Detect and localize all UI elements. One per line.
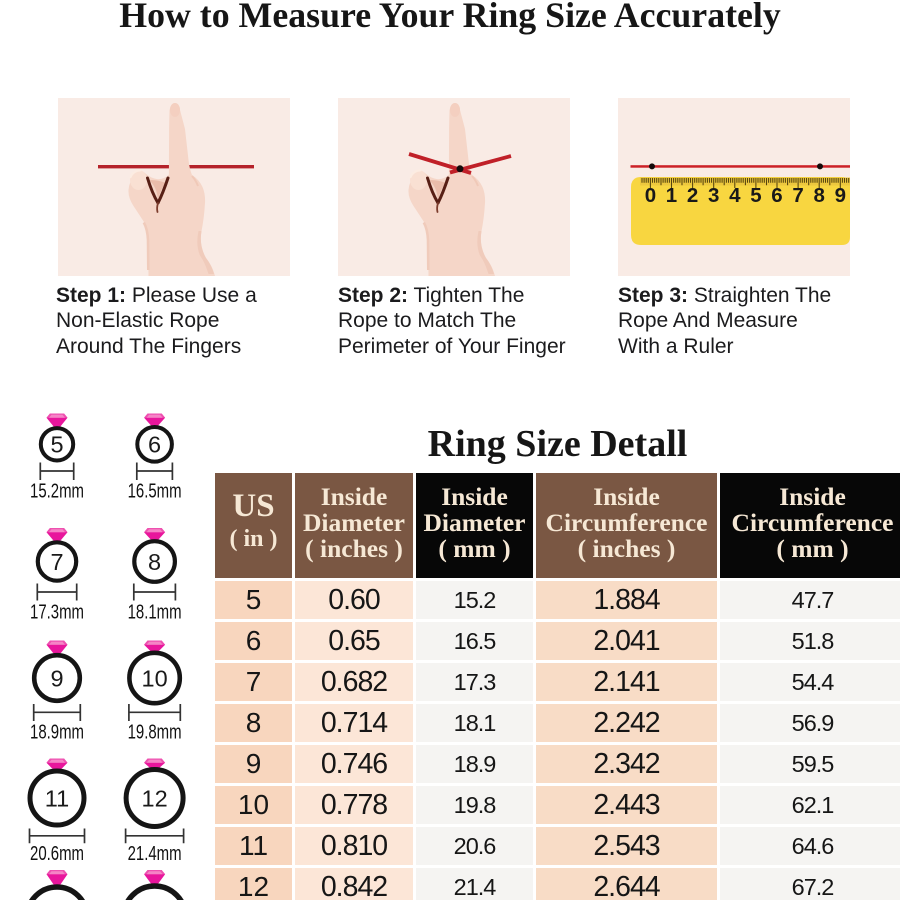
- svg-text:15.2mm: 15.2mm: [30, 480, 84, 503]
- svg-text:4: 4: [729, 184, 741, 207]
- svg-text:5: 5: [750, 184, 761, 207]
- svg-text:16.5mm: 16.5mm: [128, 480, 182, 503]
- svg-text:11: 11: [45, 785, 69, 811]
- svg-text:1: 1: [666, 184, 677, 207]
- svg-text:21.4mm: 21.4mm: [128, 842, 182, 865]
- svg-text:9: 9: [835, 184, 846, 207]
- svg-text:18.9mm: 18.9mm: [30, 721, 84, 744]
- svg-text:7: 7: [50, 549, 63, 575]
- svg-text:9: 9: [50, 665, 63, 691]
- svg-text:3: 3: [708, 184, 719, 207]
- svg-text:6: 6: [148, 432, 161, 458]
- svg-text:6: 6: [771, 184, 782, 207]
- svg-text:17.3mm: 17.3mm: [30, 601, 84, 624]
- svg-text:8: 8: [813, 184, 824, 207]
- svg-text:20.6mm: 20.6mm: [30, 842, 84, 865]
- svg-text:5: 5: [50, 432, 63, 458]
- svg-text:10: 10: [142, 665, 168, 691]
- svg-text:12: 12: [142, 785, 168, 811]
- svg-text:18.1mm: 18.1mm: [128, 601, 182, 624]
- svg-text:2: 2: [687, 184, 698, 207]
- svg-text:8: 8: [148, 549, 161, 575]
- svg-text:7: 7: [792, 184, 803, 207]
- svg-text:0: 0: [645, 184, 656, 207]
- svg-text:19.8mm: 19.8mm: [128, 721, 182, 744]
